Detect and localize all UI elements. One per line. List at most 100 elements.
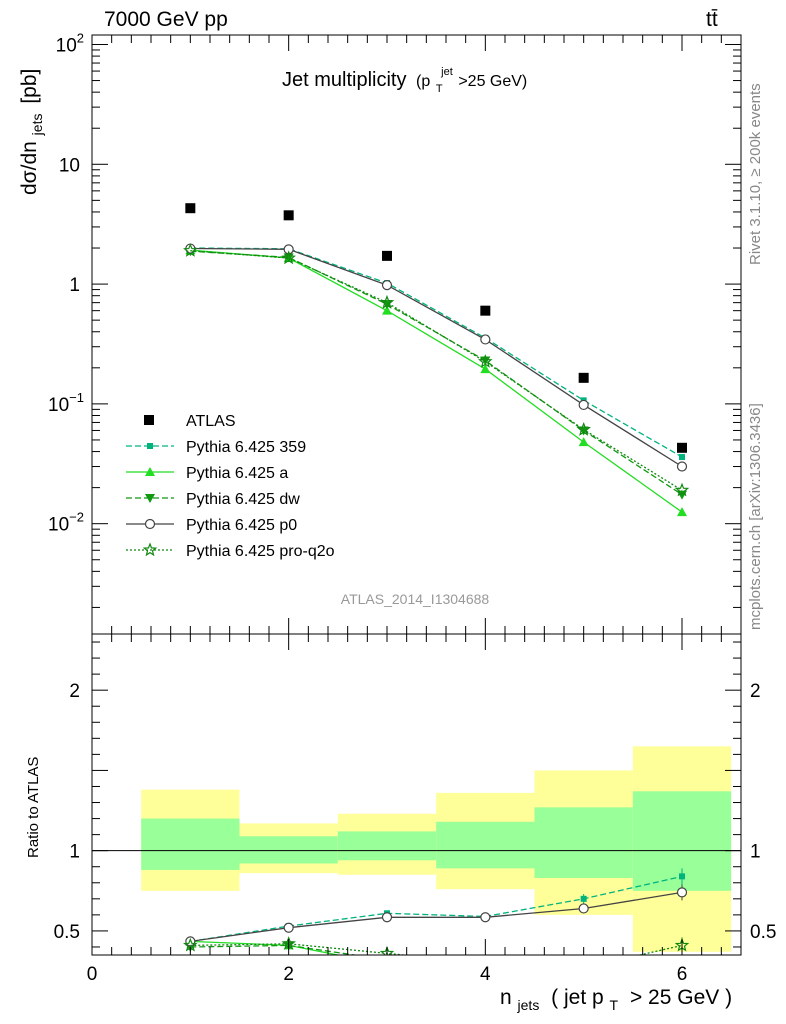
- series-3-ratio-point-5: [578, 903, 589, 914]
- inner-band-4: [436, 821, 535, 869]
- process-label: tt̄: [706, 8, 718, 31]
- series-3-point-6: [676, 461, 688, 472]
- atlas-point-2: [283, 210, 294, 221]
- legend-marker-0: [147, 443, 153, 449]
- ratio-tick-label-left: 1: [69, 842, 80, 863]
- series-0-ratio-line: [190, 875, 683, 943]
- series-1-ratio-line: [190, 940, 342, 955]
- legend-atlas-marker: [144, 415, 154, 425]
- y-tick-mant: 10: [56, 35, 77, 56]
- series-4-point-4: [478, 354, 493, 368]
- ratio-tick-label-right: 2: [750, 681, 761, 702]
- y-tick-exp: −1: [69, 390, 84, 405]
- y-tick-mant: 10: [48, 515, 69, 536]
- series-3-point-5: [578, 399, 589, 411]
- x-tick-label: 6: [677, 964, 688, 985]
- ratio-frame: [91, 633, 742, 956]
- series-1-point-6: [677, 507, 687, 517]
- series-4-point-3: [379, 294, 395, 309]
- series-3-point-2: [283, 244, 294, 255]
- legend-marker-1: [145, 467, 155, 476]
- series-4-point-6: [674, 482, 690, 497]
- y-axis-label-sub: jets: [29, 114, 45, 137]
- y-tick-label: 10−1: [48, 390, 84, 416]
- series-4-ratio-point-3: [379, 945, 395, 955]
- inner-band-1: [141, 818, 240, 870]
- ratio-tick-label-right: 1: [750, 842, 761, 863]
- y-tick-exp: 2: [77, 30, 84, 45]
- series-0-line: [190, 247, 683, 458]
- x-axis-label-end: > 25 GeV ): [630, 986, 732, 1009]
- series-2-line: [190, 250, 683, 496]
- x-tick-label: 4: [480, 964, 491, 985]
- x-tick-label: 0: [87, 964, 98, 985]
- atlas-point-6: [677, 442, 687, 453]
- series-2-ratio-group: [185, 941, 359, 955]
- y-axis-label-main: dσ/dn: [18, 141, 41, 195]
- legend-marker-2: [145, 494, 155, 503]
- atlas-point-1: [185, 203, 196, 214]
- series-4-ratio-line: [190, 943, 683, 955]
- series-3-ratio-point-2: [283, 922, 294, 933]
- y-tick-exp: −2: [69, 510, 84, 525]
- series-3-ratio-point-4: [480, 912, 491, 923]
- ratio-tick-label-right: 0.5: [750, 922, 776, 943]
- y-tick-label: 102: [56, 30, 84, 56]
- y-tick-label: 1: [69, 275, 80, 296]
- legend: ATLAS Pythia 6.425 359 Pythia 6.425 a Pythi…: [126, 413, 335, 560]
- series-3-ratio-line: [190, 891, 683, 943]
- series-0-ratio-point-5: [580, 895, 587, 902]
- analysis-label: ATLAS_2014_I1304688: [341, 591, 490, 607]
- atlas-point-5: [578, 372, 589, 383]
- series-4-line: [190, 250, 683, 491]
- x-axis-label-sub2: T: [610, 997, 619, 1013]
- series-2-point-5: [578, 426, 589, 436]
- series-0-ratio-point-6: [679, 873, 685, 880]
- inner-band-3: [337, 831, 437, 861]
- x-tick-label: 2: [283, 964, 294, 985]
- ratio-tick-label-left: 0.5: [54, 922, 80, 943]
- x-axis-label: n jets ( jet p T > 25 GeV ): [500, 986, 732, 1015]
- series-4-ratio-group: [183, 936, 690, 955]
- inner-band-2: [239, 836, 338, 864]
- chart-title: Jet multiplicity (p T jet >25 GeV): [282, 58, 527, 97]
- legend-atlas-label: ATLAS: [186, 413, 236, 430]
- side-label-bottom: mcplots.cern.ch [arXiv:1306.3436]: [747, 403, 764, 630]
- ratio-tick-label-left: 2: [69, 681, 80, 702]
- chart-title-main: Jet multiplicity: [282, 69, 406, 91]
- legend-label-4: Pythia 6.425 pro-q2o: [186, 543, 335, 560]
- series-3-point-4: [480, 334, 491, 345]
- legend-marker-4: [142, 542, 158, 557]
- x-axis-label-sub: jets: [517, 997, 540, 1013]
- series-3-point-3: [381, 280, 393, 291]
- y-tick-mant: 10: [48, 395, 69, 416]
- ratio-plot: 0.5 0.5 1 1 2 2 0 2 4 6: [54, 35, 776, 985]
- legend-label-2: Pythia 6.425 dw: [186, 491, 300, 508]
- x-axis-label-n: n: [500, 986, 512, 1009]
- chart-title-close: >25 GeV): [458, 73, 527, 90]
- series-2-ratio-line: [190, 944, 359, 955]
- x-axis-label-mid: ( jet p: [551, 986, 604, 1009]
- legend-label-3: Pythia 6.425 p0: [186, 517, 297, 534]
- series-4-point-2: [281, 250, 296, 265]
- series-3-ratio-point-6: [676, 887, 688, 898]
- chart-title-sub: T: [436, 83, 443, 95]
- series-0-point-6: [679, 454, 685, 461]
- series-4-point-5: [576, 421, 591, 436]
- series-4-point-1: [183, 243, 198, 257]
- energy-label: 7000 GeV pp: [104, 8, 228, 31]
- legend-marker-3: [144, 518, 156, 530]
- y-axis-label-unit: [pb]: [18, 69, 41, 104]
- legend-label-1: Pythia 6.425 a: [186, 465, 288, 482]
- atlas-point-3: [382, 250, 392, 261]
- series-3-line: [190, 247, 683, 468]
- inner-band-5: [534, 807, 633, 878]
- y-tick-label: 10−2: [48, 510, 84, 536]
- legend-label-0: Pythia 6.425 359: [186, 439, 306, 456]
- side-label-top: Rivet 3.1.10, ≥ 200k events: [747, 83, 764, 265]
- ratio-y-axis-label: Ratio to ATLAS: [25, 757, 42, 858]
- series-1-point-4: [480, 364, 491, 374]
- series-1-point-3: [382, 305, 392, 315]
